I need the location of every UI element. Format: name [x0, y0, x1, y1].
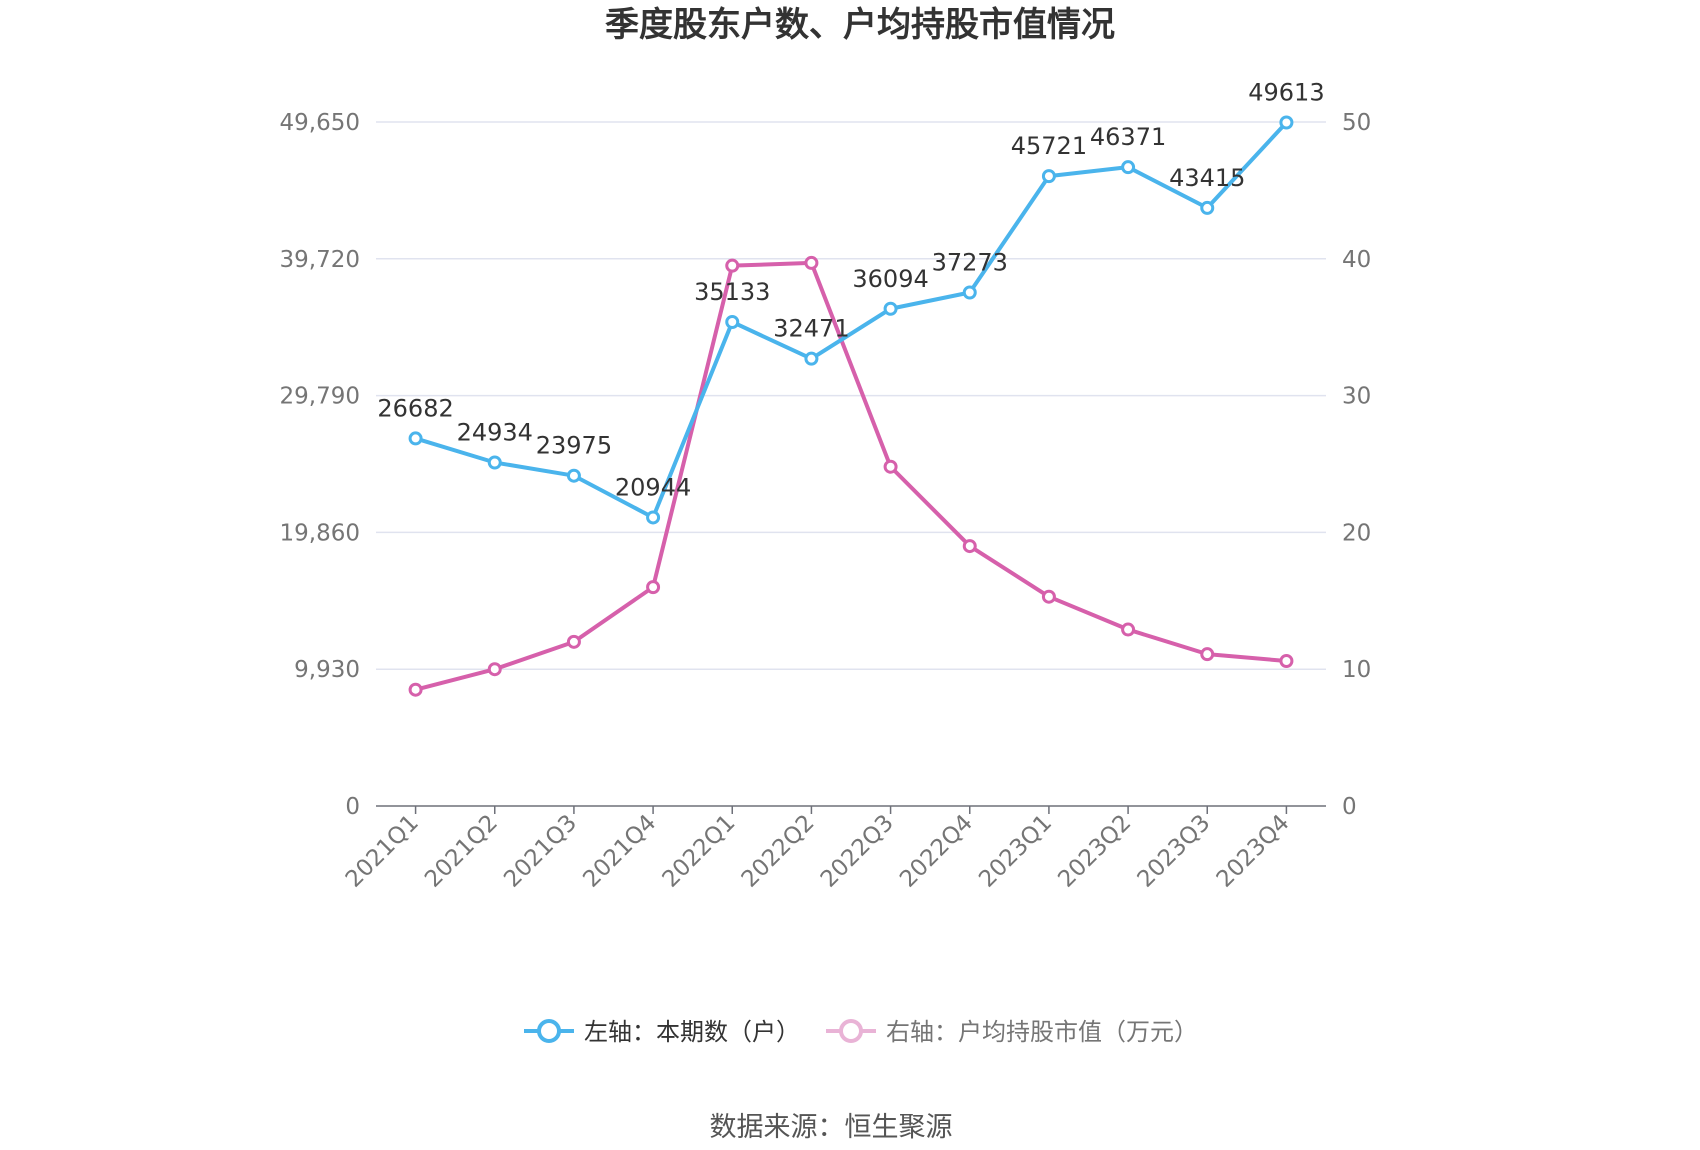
x-axis: 2021Q12021Q22021Q32021Q42022Q12022Q22022…: [341, 805, 1326, 893]
right-axis: 0 10 20 30 40 50: [1342, 110, 1371, 820]
data-point-right[interactable]: [408, 682, 423, 697]
legend-marker-right: [839, 1019, 863, 1043]
data-label: 20944: [615, 473, 691, 501]
source-note: 数据来源：恒生聚源: [710, 1112, 953, 1143]
x-tick-label: 2021Q2: [420, 810, 503, 893]
data-label: 26682: [377, 394, 453, 422]
data-point-right[interactable]: [725, 258, 740, 273]
x-tick-label: 2021Q4: [578, 810, 661, 893]
data-point-right[interactable]: [566, 634, 581, 649]
data-label: 32471: [773, 315, 849, 343]
x-tick-label: 2021Q1: [341, 810, 424, 893]
data-point-right[interactable]: [1121, 622, 1136, 637]
x-tick-label: 2021Q3: [499, 810, 582, 893]
x-tick-label: 2023Q3: [1133, 810, 1216, 893]
data-point-left[interactable]: [487, 455, 502, 470]
data-point-right[interactable]: [1041, 589, 1056, 604]
left-tick-label: 0: [345, 794, 360, 820]
left-tick-label: 9,930: [294, 657, 360, 683]
data-point-left[interactable]: [408, 431, 423, 446]
x-tick-label: 2022Q4: [895, 810, 978, 893]
grid: [376, 121, 1326, 670]
data-point-left[interactable]: [725, 314, 740, 329]
data-label: 36094: [852, 265, 928, 293]
x-tick-label: 2023Q2: [1053, 810, 1136, 893]
data-point-right[interactable]: [487, 662, 502, 677]
legend-label-left: 左轴：本期数（户）: [584, 1018, 800, 1046]
data-point-left[interactable]: [1121, 160, 1136, 175]
data-label: 43415: [1169, 164, 1245, 192]
data-label: 37273: [932, 249, 1008, 277]
left-axis: 0 9,930 19,860 29,790 39,720 49,650: [280, 110, 360, 820]
data-point-left[interactable]: [962, 285, 977, 300]
right-tick-label: 20: [1342, 520, 1371, 546]
data-label: 46371: [1090, 123, 1166, 151]
right-tick-label: 0: [1342, 794, 1357, 820]
series-line-right: [415, 260, 1287, 692]
right-tick-label: 30: [1342, 384, 1371, 410]
data-label: 23975: [536, 432, 612, 460]
data-label: 24934: [457, 418, 533, 446]
left-tick-label: 29,790: [280, 384, 360, 410]
left-tick-label: 39,720: [280, 247, 360, 273]
data-point-left[interactable]: [1200, 200, 1215, 215]
left-tick-label: 19,860: [280, 520, 360, 546]
right-tick-label: 10: [1342, 657, 1371, 683]
data-point-right[interactable]: [1279, 653, 1294, 668]
legend-item-right[interactable]: 右轴：户均持股市值（万元）: [826, 1018, 1198, 1046]
legend-label-right: 右轴：户均持股市值（万元）: [886, 1018, 1198, 1046]
data-point-left[interactable]: [804, 351, 819, 366]
data-label: 45721: [1011, 132, 1087, 160]
chart-title: 季度股东户数、户均持股市值情况: [605, 5, 1115, 45]
x-tick-label: 2023Q1: [974, 810, 1057, 893]
data-point-left[interactable]: [1279, 115, 1294, 130]
data-point-left[interactable]: [1041, 169, 1056, 184]
right-tick-label: 40: [1342, 247, 1371, 273]
data-point-left[interactable]: [646, 510, 661, 525]
series-line-left: [415, 121, 1288, 520]
data-point-right[interactable]: [646, 580, 661, 595]
data-point-right[interactable]: [804, 255, 819, 270]
data-point-right[interactable]: [962, 539, 977, 554]
legend-marker-left: [537, 1019, 561, 1043]
series: [408, 115, 1294, 697]
x-tick-label: 2022Q2: [737, 810, 820, 893]
data-point-right[interactable]: [1200, 647, 1215, 662]
data-point-left[interactable]: [566, 468, 581, 483]
data-point-right[interactable]: [883, 459, 898, 474]
right-tick-label: 50: [1342, 110, 1371, 136]
data-label: 49613: [1248, 79, 1324, 107]
x-tick-label: 2022Q3: [816, 810, 899, 893]
x-tick-label: 2022Q1: [658, 810, 741, 893]
data-label: 35133: [694, 278, 770, 306]
left-tick-label: 49,650: [280, 110, 360, 136]
x-tick-label: 2023Q4: [1212, 810, 1295, 893]
legend-item-left[interactable]: 左轴：本期数（户）: [524, 1018, 800, 1046]
legend: 左轴：本期数（户） 右轴：户均持股市值（万元）: [524, 1018, 1198, 1046]
data-point-left[interactable]: [883, 301, 898, 316]
